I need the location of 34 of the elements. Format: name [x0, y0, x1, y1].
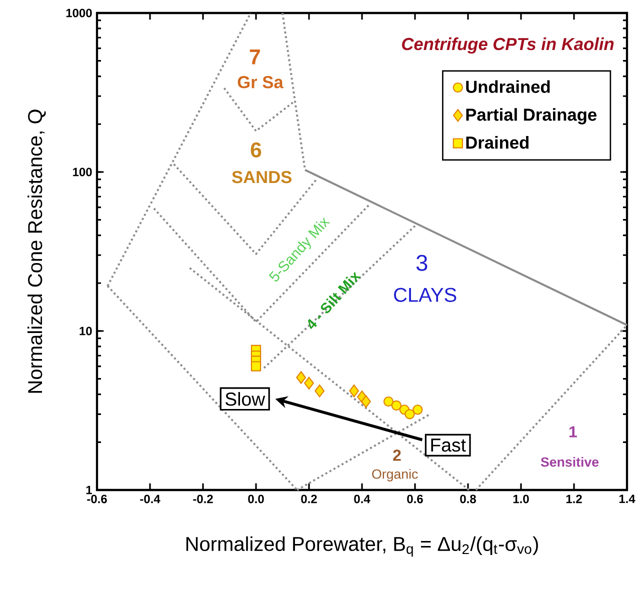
x-tick-label: 0.0 [248, 494, 264, 504]
x-tick-label: -0.6 [87, 494, 107, 504]
legend-label: Undrained [466, 80, 550, 93]
annotation: 4 - Silt Mix [308, 272, 361, 330]
legend-label: Drained [466, 136, 529, 149]
y-tick-label: 1 [86, 486, 92, 494]
annotation: 6 [250, 142, 262, 158]
legend-title: Centrifuge CPTs in Kaolin [402, 37, 614, 54]
x-tick-label: -0.4 [140, 494, 160, 504]
text: Normalized Porewater, B$_{q}$ = Δu$_{2}$/(q$_{t}$-σ$_{vo}$) [186, 536, 538, 557]
annotation: CLAYS [394, 288, 456, 302]
annotation: SANDS [232, 170, 292, 184]
annotation: Gr Sa [238, 76, 284, 88]
annotation: 3 [416, 254, 428, 271]
annotation: Sensitive [540, 456, 599, 467]
x-tick-label: 1.0 [513, 494, 529, 504]
y-tick-label: 1000 [66, 8, 92, 18]
annotation: 7 [250, 50, 260, 64]
y-tick-label: 10 [80, 326, 92, 336]
annotation: 1 [569, 426, 577, 438]
x-tick-label: 1.4 [619, 494, 636, 503]
x-tick-label: 0.6 [407, 494, 423, 504]
x-tick-label: 1.2 [566, 494, 582, 504]
x-tick-label: 0.4 [354, 494, 370, 504]
annotation: Slow [226, 392, 266, 406]
y-tick-label: 100 [73, 168, 92, 176]
x-tick-label: 0.8 [460, 494, 476, 504]
annotation: Organic [372, 468, 418, 482]
annotation: Fast [431, 438, 466, 452]
annotation: 2 [393, 450, 401, 461]
y-axis-title: Normalized Cone Resistance, Q [28, 110, 46, 393]
x-tick-label: 0.2 [301, 494, 317, 504]
legend-label: Partial Drainage [466, 108, 596, 124]
x-tick-label: -0.2 [193, 494, 213, 504]
